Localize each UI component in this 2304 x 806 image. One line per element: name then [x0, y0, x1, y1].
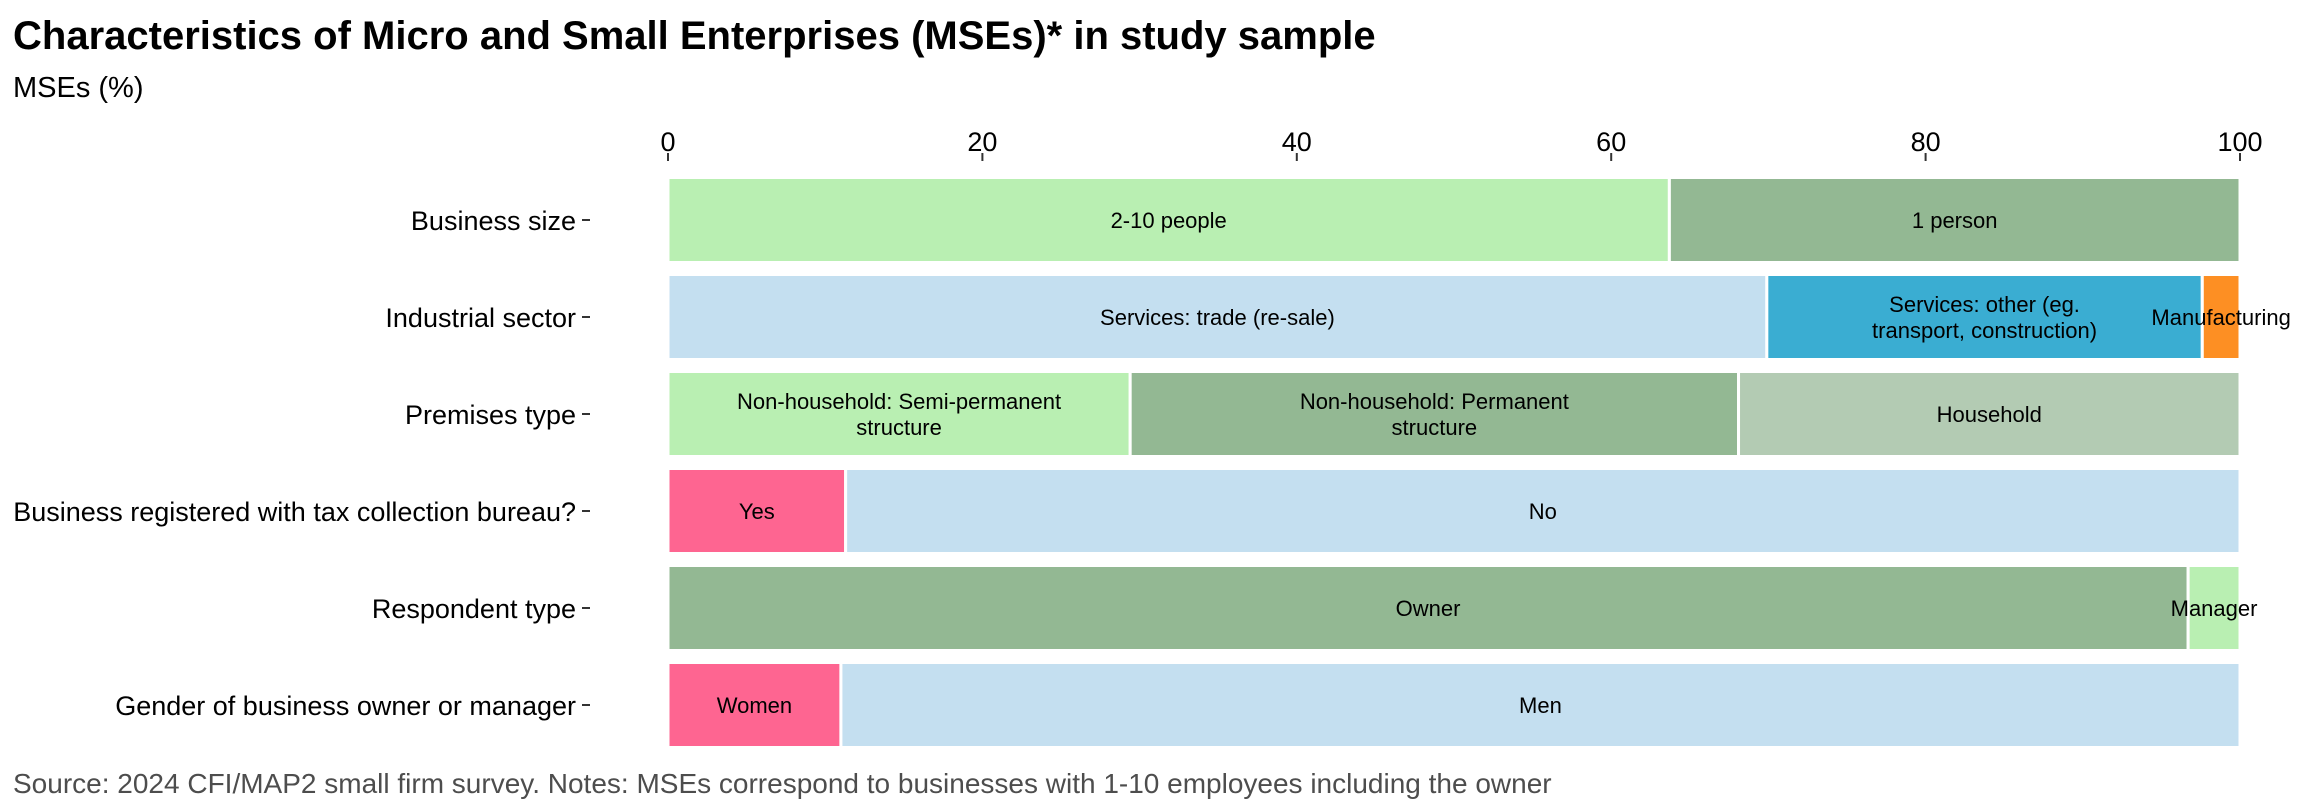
bar-segment	[666, 564, 2190, 652]
segment-label: 2-10 people	[1111, 208, 1227, 233]
bar-segment	[666, 467, 848, 555]
segment-label: Services: trade (re-sale)	[1100, 305, 1335, 330]
segment-label: Non-household: Permanent structure	[1300, 389, 1569, 440]
bar-segment	[1737, 370, 2242, 458]
chart-subtitle: MSEs (%)	[13, 72, 144, 104]
segment-label: Women	[717, 693, 792, 718]
x-tick-label: 100	[2217, 127, 2262, 157]
x-tick-label: 40	[1282, 127, 1312, 157]
bar-segment	[666, 273, 1769, 361]
chart-title: Characteristics of Micro and Small Enter…	[13, 14, 1376, 58]
category-label: Gender of business owner or manager	[115, 691, 576, 721]
x-tick-label: 80	[1911, 127, 1941, 157]
segment-label: Owner	[1396, 596, 1461, 621]
segment-label: Yes	[739, 499, 775, 524]
segment-label: Services: other (eg. transport, construct…	[1872, 292, 2097, 343]
bar-segment	[844, 467, 2242, 555]
bar-segment	[839, 661, 2242, 749]
category-label: Respondent type	[372, 594, 576, 624]
segment-label: Men	[1519, 693, 1562, 718]
x-tick-label: 60	[1596, 127, 1626, 157]
segment-label: 1 person	[1912, 208, 1998, 233]
bar-segment	[1667, 176, 2242, 264]
segment-label: Non-household: Semi-permanent structure	[737, 389, 1061, 440]
category-label: Premises type	[405, 400, 576, 430]
segment-label: Household	[1937, 402, 2042, 427]
bar-segment	[1128, 370, 1741, 458]
bar-segment	[2186, 564, 2242, 652]
segment-label: Manager	[2171, 596, 2258, 621]
category-label: Business size	[411, 206, 576, 236]
x-tick-label: 0	[660, 127, 675, 157]
x-tick-label: 20	[967, 127, 997, 157]
bar-segment	[2200, 273, 2242, 361]
chart-caption: Source: 2024 CFI/MAP2 small firm survey.…	[13, 768, 1552, 799]
segment-label: Manufacturing	[2151, 305, 2290, 330]
category-label: Industrial sector	[385, 303, 576, 333]
segment-label: No	[1529, 499, 1557, 524]
bar-segment	[666, 370, 1132, 458]
category-label: Business registered with tax collection …	[13, 497, 576, 527]
bar-segment	[1765, 273, 2204, 361]
